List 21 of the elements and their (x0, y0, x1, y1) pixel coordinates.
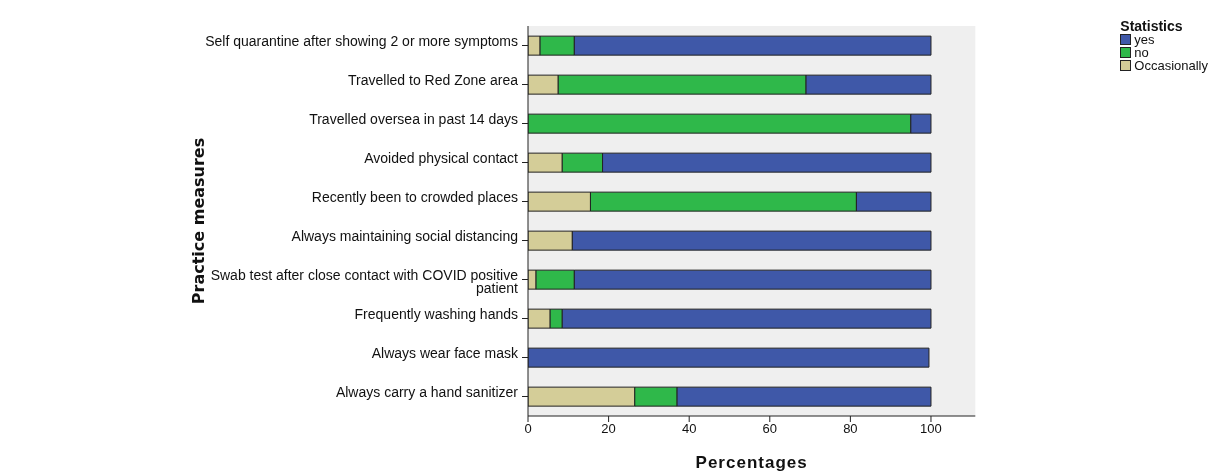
y-tick-label: Travelled to Red Zone area (348, 71, 519, 88)
y-tick-label: Avoided physical contact (364, 149, 519, 166)
y-tick-label: Travelled oversea in past 14 days (309, 110, 518, 127)
legend-label: Occasionally (1134, 58, 1208, 73)
y-axis-title: Practice measures (188, 137, 208, 305)
y-tick-label: Always carry a hand sanitizer (335, 383, 519, 400)
x-tick-label: 60 (762, 421, 778, 437)
legend-label: yes (1134, 32, 1155, 47)
y-tick-label: Self quarantine after showing 2 or more symptoms (205, 32, 518, 49)
legend-title: Statistics (1120, 18, 1184, 34)
x-axis-title: Percentages (695, 453, 808, 472)
x-tick-label: 80 (843, 421, 858, 437)
x-tick-label: 0 (524, 421, 532, 437)
y-tick-label: Swab test after close contact with COVID positive patient (210, 266, 519, 296)
y-tick-label: Recently been to crowded places (311, 188, 518, 205)
x-tick-label: 20 (601, 421, 616, 437)
y-tick-label: Frequently washing hands (354, 305, 518, 322)
x-tick-label: 100 (920, 421, 942, 437)
x-tick-label: 40 (681, 421, 697, 437)
y-tick-label: Always wear face mask (371, 344, 519, 361)
y-tick-label: Always maintaining social distancing (291, 227, 518, 244)
